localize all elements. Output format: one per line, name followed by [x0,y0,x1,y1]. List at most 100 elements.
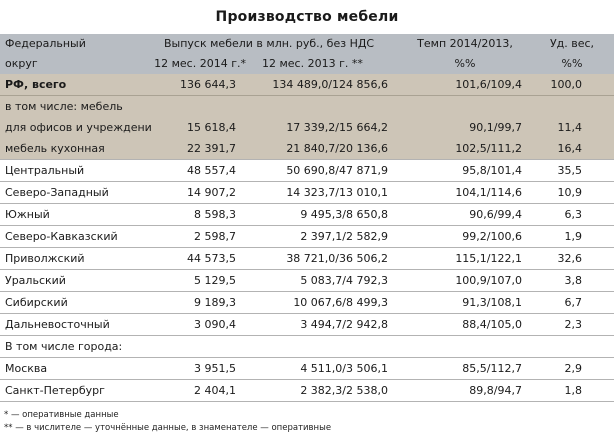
row-2013: 3 494,7/2 942,8 [250,313,400,336]
row-share: 16,4 [530,138,614,160]
row-rate: 104,1/114,6 [400,181,530,204]
row-rate: 99,2/100,6 [400,225,530,248]
table-row: Приволжский 44 573,5 38 721,0/36 506,2 1… [0,247,614,270]
row-rate: 85,5/112,7 [400,357,530,380]
row-name: РФ, всего [0,74,152,96]
row-share: 6,3 [530,203,614,226]
row-2014: 136 644,3 [152,74,250,96]
row-name: Сибирский [0,291,152,314]
row-2013: 2 397,1/2 582,9 [250,225,400,248]
header-district-2: округ [0,54,152,74]
row-share: 1,8 [530,379,614,402]
row-name: Южный [0,203,152,226]
row-rate: 89,8/94,7 [400,379,530,402]
row-2013: 134 489,0/124 856,6 [250,74,400,96]
furniture-production-table: Федеральный Выпуск мебели в млн. руб., б… [0,34,614,402]
row-name: Центральный [0,159,152,182]
footnote-refined: ** — в числителе — уточнённые данные, в … [4,423,332,433]
table-row: в том числе: мебель [0,95,614,117]
page-title: Производство мебели [215,9,399,25]
row-2014: 3 090,4 [152,313,250,336]
row-2013: 2 382,3/2 538,0 [250,379,400,402]
table-row: Дальневосточный 3 090,4 3 494,7/2 942,8 … [0,313,614,336]
row-2013: 14 323,7/13 010,1 [250,181,400,204]
row-share [530,335,614,358]
row-rate: 115,1/122,1 [400,247,530,270]
row-2013 [250,95,400,117]
header-output: Выпуск мебели в млн. руб., без НДС [152,34,400,54]
row-2013: 21 840,7/20 136,6 [250,138,400,160]
row-name: в том числе: мебель [0,95,152,117]
row-name: Северо-Западный [0,181,152,204]
row-2014: 44 573,5 [152,247,250,270]
header-rate-unit: %% [400,54,530,74]
row-2014: 5 129,5 [152,269,250,292]
row-name: Москва [0,357,152,380]
table-row: В том числе города: [0,335,614,358]
row-2014 [152,95,250,117]
row-name: Северо-Кавказский [0,225,152,248]
footnote-operational: * — оперативные данные [4,410,119,420]
row-rate: 102,5/111,2 [400,138,530,160]
row-share: 3,8 [530,269,614,292]
header-row-1: Федеральный Выпуск мебели в млн. руб., б… [0,34,614,54]
row-2014: 9 189,3 [152,291,250,314]
table-row: Уральский 5 129,5 5 083,7/4 792,3 100,9/… [0,269,614,292]
row-name: Уральский [0,269,152,292]
header-2014: 12 мес. 2014 г.* [152,54,250,74]
row-share: 35,5 [530,159,614,182]
header-rate: Темп 2014/2013, [400,34,530,54]
row-name: мебель кухонная [0,138,152,160]
row-2014 [152,335,250,358]
row-rate: 100,9/107,0 [400,269,530,292]
header-row-2: округ 12 мес. 2014 г.* 12 мес. 2013 г. *… [0,54,614,74]
row-share: 11,4 [530,117,614,138]
row-2013: 5 083,7/4 792,3 [250,269,400,292]
table-row: Санкт-Петербург 2 404,1 2 382,3/2 538,0 … [0,379,614,402]
table-row: Северо-Кавказский 2 598,7 2 397,1/2 582,… [0,225,614,248]
footnotes: * — оперативные данные ** — в числителе … [0,409,614,435]
row-name: Дальневосточный [0,313,152,336]
header-district: Федеральный [0,34,152,54]
row-rate: 91,3/108,1 [400,291,530,314]
row-name: Санкт-Петербург [0,379,152,402]
row-share: 32,6 [530,247,614,270]
row-rate [400,95,530,117]
row-rate: 101,6/109,4 [400,74,530,96]
row-2013: 10 067,6/8 499,3 [250,291,400,314]
row-2014: 14 907,2 [152,181,250,204]
row-rate: 90,1/99,7 [400,117,530,138]
row-share: 2,9 [530,357,614,380]
row-rate: 88,4/105,0 [400,313,530,336]
row-2014: 48 557,4 [152,159,250,182]
table-row: Северо-Западный 14 907,2 14 323,7/13 010… [0,181,614,204]
table-row: Центральный 48 557,4 50 690,8/47 871,9 9… [0,159,614,182]
row-2014: 15 618,4 [152,117,250,138]
row-2013: 38 721,0/36 506,2 [250,247,400,270]
table-row: для офисов и учреждений 15 618,4 17 339,… [0,117,614,138]
row-2014: 8 598,3 [152,203,250,226]
table-row: мебель кухонная 22 391,7 21 840,7/20 136… [0,138,614,160]
row-name: для офисов и учреждений [0,117,152,138]
row-rate: 90,6/99,4 [400,203,530,226]
row-2014: 2 598,7 [152,225,250,248]
row-2014: 3 951,5 [152,357,250,380]
row-share: 10,9 [530,181,614,204]
row-2013: 17 339,2/15 664,2 [250,117,400,138]
table-row: Москва 3 951,5 4 511,0/3 506,1 85,5/112,… [0,357,614,380]
row-share [530,95,614,117]
row-rate: 95,8/101,4 [400,159,530,182]
table-row: РФ, всего 136 644,3 134 489,0/124 856,6 … [0,74,614,96]
row-2013: 50 690,8/47 871,9 [250,159,400,182]
row-rate [400,335,530,358]
row-share: 100,0 [530,74,614,96]
row-2013: 9 495,3/8 650,8 [250,203,400,226]
row-share: 1,9 [530,225,614,248]
header-share: Уд. вес, [530,34,614,54]
table-row: Южный 8 598,3 9 495,3/8 650,8 90,6/99,4 … [0,203,614,226]
row-share: 2,3 [530,313,614,336]
row-name: Приволжский [0,247,152,270]
row-2014: 2 404,1 [152,379,250,402]
header-2013: 12 мес. 2013 г. ** [250,54,400,74]
row-share: 6,7 [530,291,614,314]
